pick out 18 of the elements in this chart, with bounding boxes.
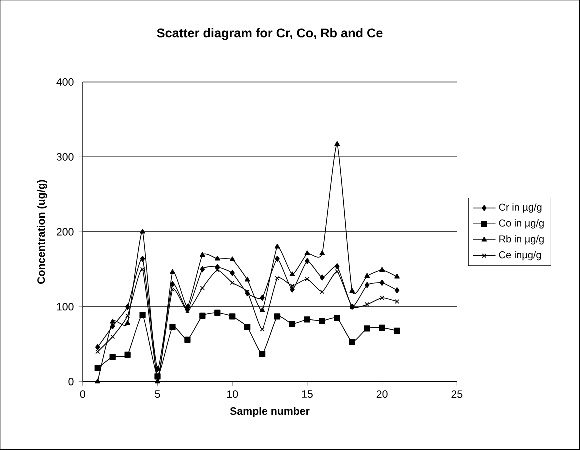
legend-label: Co in µg/g [499,219,544,229]
y-tick-label: 200 [56,228,74,236]
chart-title: Scatter diagram for Cr, Co, Rb and Ce [157,28,383,40]
y-axis-title: Concentration (ug/g) [37,180,48,284]
legend-label: Cr in µg/g [499,204,542,213]
y-tick-label: 0 [68,378,74,386]
x-tick-label: 20 [376,390,388,398]
x-tick-label: 10 [227,390,238,398]
x-tick-label: 0 [80,390,86,398]
y-tick-label: 400 [56,78,74,86]
x-tick-label: 15 [302,390,313,398]
y-tick-label: 300 [56,153,74,161]
x-axis-title: Sample number [230,407,310,418]
legend-label: Rb in µg/g [500,235,544,245]
y-tick-label: 100 [57,303,74,311]
x-tick-label: 25 [452,390,463,398]
x-tick-label: 5 [155,390,160,398]
legend-label: Ce inµg/g [499,251,542,261]
